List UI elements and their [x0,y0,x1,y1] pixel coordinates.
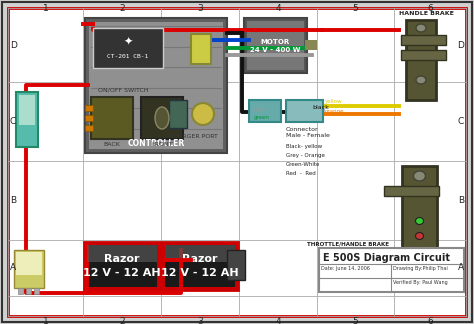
Bar [406,20,436,100]
Bar [84,242,160,290]
Bar [18,288,23,294]
Bar [165,245,235,287]
Text: 4: 4 [275,317,281,324]
Bar [286,100,323,122]
Bar [87,245,157,287]
Text: Green-White: Green-White [286,162,320,167]
Bar [85,18,227,153]
Text: MOTOR
24 V - 400 W: MOTOR 24 V - 400 W [250,39,301,52]
Bar [165,245,235,262]
Text: green: green [254,115,270,121]
Bar [87,245,157,262]
Bar [191,34,211,64]
Text: black: black [312,105,329,110]
Text: 6: 6 [427,4,433,13]
Text: 4: 4 [275,4,281,13]
Bar [402,166,437,276]
Bar [16,92,38,147]
Text: 2: 2 [119,4,125,13]
Text: CONTROLLER: CONTROLLER [128,139,185,148]
Bar [85,125,93,131]
Ellipse shape [416,24,426,32]
Text: Drawing By:Philip Thai: Drawing By:Philip Thai [393,266,448,271]
Bar [89,22,223,149]
Ellipse shape [416,217,423,225]
Text: 5: 5 [353,317,358,324]
Text: ✦: ✦ [123,37,133,47]
Ellipse shape [155,107,169,129]
Text: BACK: BACK [103,142,120,147]
Text: THROTTLE/HANDLE BRAKE: THROTTLE/HANDLE BRAKE [307,242,389,247]
Bar [141,97,183,139]
Text: C: C [458,117,464,126]
Text: 1: 1 [43,317,48,324]
Text: Razor
12 V - 12 AH: Razor 12 V - 12 AH [83,254,161,278]
Text: Grey - Orange: Grey - Orange [286,153,325,158]
Bar [85,115,93,121]
Text: grey: grey [254,108,266,112]
Text: Verified By: Paul Wang: Verified By: Paul Wang [393,280,448,285]
Bar [162,242,238,290]
Text: 3: 3 [197,317,203,324]
Ellipse shape [413,171,426,181]
Text: E 500S Diagram Circuit: E 500S Diagram Circuit [323,253,450,263]
Text: 1: 1 [43,4,48,13]
Bar [91,97,133,139]
Bar [16,252,42,275]
Bar [247,21,304,70]
Text: 5: 5 [353,4,358,13]
Text: CT-201 CB-1: CT-201 CB-1 [108,53,149,59]
Text: Date: June 14, 2006: Date: June 14, 2006 [321,266,370,271]
Bar [26,288,31,294]
Text: orange: orange [325,109,345,114]
Text: B: B [458,196,464,205]
Bar [244,18,307,73]
Bar [384,186,439,196]
Bar [93,28,163,68]
Text: A: A [10,263,16,272]
Text: Red  -  Red: Red - Red [286,171,316,176]
Ellipse shape [416,248,423,254]
Bar [305,40,317,50]
Text: ON/OFF SWITCH: ON/OFF SWITCH [98,87,149,92]
Text: 2: 2 [119,317,125,324]
Text: C: C [10,117,16,126]
Text: Connector
Male - Female: Connector Male - Female [286,127,330,138]
Text: 3: 3 [197,4,203,13]
Bar [85,105,93,111]
Text: B: B [10,196,16,205]
Ellipse shape [416,76,426,84]
Text: Black- yellow: Black- yellow [286,144,322,149]
Text: HANDLE BRAKE: HANDLE BRAKE [399,11,454,16]
Bar [169,100,187,128]
Text: A: A [458,263,464,272]
Bar [319,248,464,292]
Bar [227,250,245,280]
Ellipse shape [416,233,423,239]
Bar [401,35,446,45]
Ellipse shape [192,103,214,125]
Text: CHARGER PORT: CHARGER PORT [169,134,218,139]
Bar [401,50,446,60]
Text: yellow: yellow [325,99,343,104]
Bar [14,250,44,288]
Text: 6: 6 [427,317,433,324]
Bar [19,95,35,125]
Bar [249,100,281,122]
Text: Razor
12 V - 12 AH: Razor 12 V - 12 AH [161,254,239,278]
Text: D: D [457,40,464,50]
Bar [34,288,39,294]
Text: FRONT: FRONT [151,142,173,147]
Text: D: D [10,40,17,50]
